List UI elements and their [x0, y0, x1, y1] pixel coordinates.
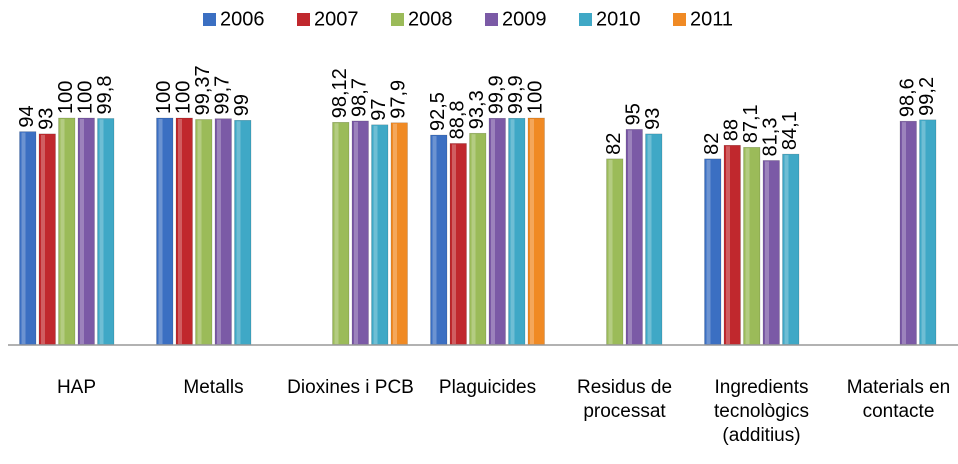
data-label: 100 — [173, 81, 195, 114]
legend-swatch — [485, 13, 498, 26]
data-label: 92,5 — [427, 92, 449, 131]
data-label: 93 — [36, 108, 58, 130]
bar-highlight — [178, 119, 182, 344]
bar-highlight — [491, 119, 495, 345]
bar-highlight — [784, 155, 789, 344]
data-label: 98,6 — [897, 78, 919, 117]
legend-label: 2010 — [596, 8, 641, 30]
bar-highlight — [236, 121, 241, 345]
bar-highlight — [765, 161, 769, 344]
bar-highlight — [608, 159, 613, 344]
bar-highlight — [745, 148, 750, 344]
data-label: 99,2 — [916, 77, 938, 116]
data-label: 100 — [75, 81, 97, 114]
bar-highlight — [452, 144, 456, 344]
data-label: 99,9 — [486, 75, 508, 114]
legend-label: 2009 — [502, 8, 547, 30]
bar-highlight — [393, 123, 397, 344]
x-tick-label: HAP — [56, 377, 97, 398]
bar-highlight — [80, 119, 84, 344]
bar-highlight — [530, 119, 534, 344]
data-label: 99,7 — [212, 76, 234, 115]
legend-label: 2006 — [220, 8, 265, 30]
bar-highlight — [373, 125, 378, 344]
data-label: 99 — [231, 94, 253, 116]
data-label: 97,9 — [388, 80, 410, 119]
x-tick-label: Plaguicides — [438, 377, 537, 398]
data-label: 93,3 — [466, 90, 488, 129]
data-label: 81,3 — [760, 118, 782, 157]
data-label: 100 — [525, 81, 547, 114]
x-tick-label: Ingredients tecnològics (additius) — [713, 377, 810, 446]
data-label: 88 — [721, 119, 743, 141]
data-label: 98,12 — [329, 68, 351, 118]
bar-highlight — [197, 120, 202, 344]
x-tick-label: Dioxines i PCB — [287, 377, 414, 398]
bar-highlight — [902, 122, 906, 344]
bar-highlight — [471, 134, 476, 344]
bar-highlight — [354, 121, 358, 345]
bar-highlight — [334, 123, 339, 344]
data-label: 99,37 — [192, 65, 214, 115]
x-tick-label: Residus de processat — [576, 377, 673, 422]
bar-highlight — [158, 119, 163, 344]
x-tick-label: Materials en contacte — [846, 377, 951, 422]
data-label: 82 — [603, 133, 625, 155]
legend-swatch — [673, 13, 686, 26]
legend-label: 2007 — [314, 8, 359, 30]
data-label: 95 — [623, 103, 645, 125]
bar-highlight — [647, 134, 652, 344]
legend-swatch — [391, 13, 404, 26]
bar-highlight — [432, 136, 437, 344]
legend-swatch — [203, 13, 216, 26]
bar-highlight — [21, 132, 26, 344]
data-label: 82 — [701, 133, 723, 155]
bar-highlight — [41, 134, 45, 344]
legend-swatch — [297, 13, 310, 26]
data-label: 94 — [16, 105, 38, 127]
data-label: 100 — [55, 81, 77, 114]
data-label: 93 — [642, 108, 664, 130]
data-label: 98,7 — [349, 78, 371, 117]
x-tick-label: Metalls — [183, 377, 244, 398]
bar-highlight — [726, 146, 730, 344]
bar-highlight — [921, 120, 926, 344]
bar-highlight — [628, 130, 632, 344]
data-label: 88,8 — [447, 100, 469, 139]
bar-highlight — [99, 119, 104, 344]
bar-highlight — [217, 119, 221, 344]
bar-highlight — [510, 119, 515, 345]
data-label: 87,1 — [740, 104, 762, 143]
bar-highlight — [60, 119, 65, 344]
data-label: 99,9 — [505, 75, 527, 114]
data-label: 99,8 — [94, 76, 116, 115]
bar-highlight — [706, 159, 711, 344]
legend-label: 2011 — [690, 8, 733, 30]
data-label: 84,1 — [779, 111, 801, 150]
data-label: 97 — [368, 99, 390, 121]
legend-swatch — [579, 13, 592, 26]
data-label: 100 — [153, 81, 175, 114]
legend-label: 2008 — [408, 8, 453, 30]
